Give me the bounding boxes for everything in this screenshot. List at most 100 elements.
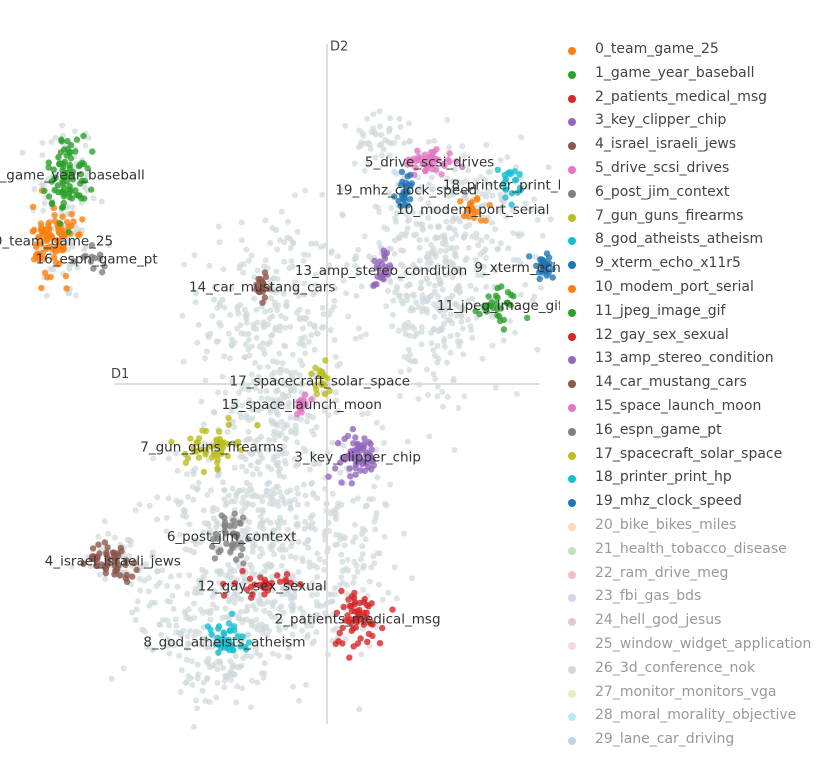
legend-item[interactable]: 19_mhz_clock_speed [560, 492, 826, 516]
legend-item[interactable]: 2_patients_medical_msg [560, 88, 826, 112]
cluster-point [334, 439, 342, 447]
legend-item[interactable]: 25_window_widget_application [560, 635, 826, 659]
legend-label: 6_post_jim_context [595, 183, 730, 200]
background-point [241, 504, 248, 511]
legend-item[interactable]: 7_gun_guns_firearms [560, 207, 826, 231]
legend-item[interactable]: 5_drive_scsi_drives [560, 159, 826, 183]
cluster-point [360, 609, 368, 616]
background-point [240, 269, 247, 276]
background-point [383, 502, 390, 509]
background-point [522, 281, 529, 288]
background-point [238, 219, 245, 226]
background-point [355, 144, 362, 151]
legend-item[interactable]: 3_key_clipper_chip [560, 111, 826, 135]
background-point [425, 200, 432, 207]
background-point [436, 280, 443, 286]
legend-item[interactable]: 11_jpeg_image_gif [560, 302, 826, 326]
background-point [245, 331, 252, 337]
legend-item[interactable]: 28_moral_morality_objective [560, 706, 826, 730]
cluster-point [51, 254, 58, 261]
background-point [431, 352, 438, 359]
background-point [228, 408, 235, 415]
cluster-point [101, 263, 108, 270]
legend-marker-icon [568, 641, 576, 650]
cluster-point [326, 387, 333, 395]
legend-item[interactable]: 12_gay_sex_sexual [560, 326, 826, 350]
cluster-point [338, 479, 345, 486]
legend-item[interactable]: 20_bike_bikes_miles [560, 516, 826, 540]
background-point [510, 256, 517, 263]
cluster-point [494, 284, 501, 292]
cluster-point [242, 646, 250, 653]
legend-item[interactable]: 10_modem_port_serial [560, 278, 826, 302]
background-point [300, 257, 307, 264]
cluster-point [473, 194, 481, 202]
background-point [252, 438, 259, 445]
background-point [243, 608, 249, 615]
legend: 0_team_game_25 1_game_year_baseball 2_pati… [560, 40, 826, 748]
cluster-point [516, 184, 524, 191]
legend-item[interactable]: 4_israel_israeli_jews [560, 135, 826, 159]
background-point [215, 389, 222, 396]
legend-item[interactable]: 13_amp_stereo_condition [560, 349, 826, 373]
background-point [432, 250, 439, 257]
legend-item[interactable]: 29_lane_car_driving [560, 730, 826, 748]
legend-item[interactable]: 26_3d_conference_nok [560, 659, 826, 683]
background-point [344, 556, 351, 563]
background-point [268, 492, 275, 499]
legend-item[interactable]: 14_car_mustang_cars [560, 373, 826, 397]
background-point [287, 487, 294, 494]
background-point [287, 501, 294, 508]
background-point [214, 658, 221, 665]
cluster-point [225, 639, 232, 646]
background-point [327, 327, 334, 333]
legend-item[interactable]: 22_ram_drive_meg [560, 564, 826, 588]
background-point [376, 142, 383, 149]
background-point [168, 573, 175, 580]
legend-item[interactable]: 6_post_jim_context [560, 183, 826, 207]
background-point [235, 595, 242, 602]
cluster-point [33, 243, 40, 251]
background-point [286, 399, 292, 406]
cluster-point [332, 640, 339, 647]
legend-item[interactable]: 24_hell_god_jesus [560, 611, 826, 635]
background-point [425, 266, 432, 273]
background-point [339, 568, 346, 574]
cluster-point [124, 578, 131, 586]
legend-item[interactable]: 8_god_atheists_atheism [560, 230, 826, 254]
cluster-point [112, 556, 119, 563]
cluster-point [298, 405, 305, 412]
background-point [184, 590, 191, 597]
cluster-point [38, 284, 45, 292]
legend-item[interactable]: 17_spacecraft_solar_space [560, 445, 826, 469]
legend-item[interactable]: 16_espn_game_pt [560, 421, 826, 445]
background-point [413, 220, 420, 227]
background-point [329, 490, 336, 497]
background-point [278, 312, 285, 319]
legend-item[interactable]: 1_game_year_baseball [560, 64, 826, 88]
background-point [350, 497, 356, 504]
legend-item[interactable]: 18_printer_print_hp [560, 468, 826, 492]
background-point [221, 353, 227, 360]
cluster-point [470, 214, 478, 222]
background-point [299, 558, 306, 565]
legend-item[interactable]: 27_monitor_monitors_vga [560, 683, 826, 707]
background-point [184, 471, 190, 478]
legend-label: 24_hell_god_jesus [595, 612, 722, 629]
legend-item[interactable]: 15_space_launch_moon [560, 397, 826, 421]
background-point [206, 262, 213, 269]
background-point [384, 226, 391, 233]
background-point [242, 341, 249, 348]
legend-item[interactable]: 23_fbi_gas_bds [560, 587, 826, 611]
background-point [187, 628, 194, 635]
background-point [195, 585, 202, 591]
background-point [289, 539, 295, 546]
cluster-point [77, 171, 85, 178]
background-point [182, 546, 189, 553]
cluster-point [465, 213, 472, 220]
background-point [252, 360, 258, 366]
background-point [492, 384, 499, 391]
legend-item[interactable]: 21_health_tobacco_disease [560, 540, 826, 564]
legend-item[interactable]: 9_xterm_echo_x11r5 [560, 254, 826, 278]
legend-item[interactable]: 0_team_game_25 [560, 40, 826, 64]
